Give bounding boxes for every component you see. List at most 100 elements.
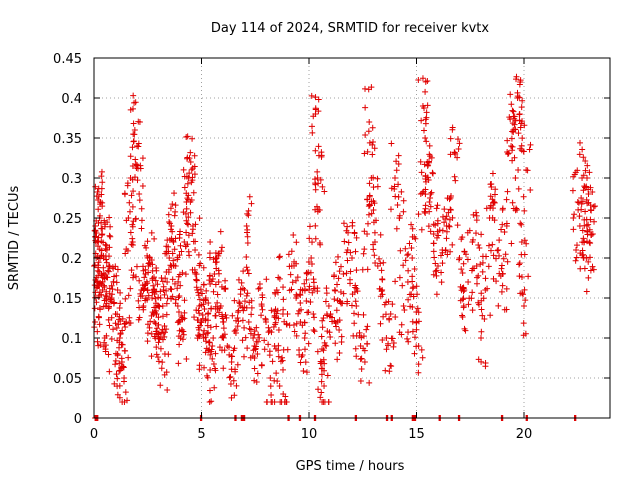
data-point bbox=[119, 315, 126, 322]
data-point bbox=[244, 345, 251, 352]
data-point bbox=[318, 378, 325, 385]
data-point bbox=[518, 147, 525, 154]
data-point bbox=[411, 265, 418, 272]
data-point bbox=[404, 279, 411, 285]
data-point bbox=[153, 344, 160, 351]
data-point bbox=[402, 245, 409, 252]
data-point bbox=[460, 295, 467, 302]
data-point bbox=[334, 253, 341, 260]
data-point bbox=[521, 286, 528, 293]
data-point bbox=[275, 315, 282, 322]
data-point bbox=[519, 118, 526, 125]
data-point bbox=[245, 270, 252, 277]
data-point bbox=[221, 331, 228, 338]
data-point bbox=[396, 274, 403, 281]
data-point bbox=[96, 321, 103, 328]
data-point bbox=[286, 263, 293, 270]
data-point bbox=[95, 196, 102, 203]
data-point bbox=[157, 295, 164, 301]
data-point bbox=[508, 135, 515, 142]
data-point bbox=[281, 318, 288, 325]
data-point bbox=[243, 264, 250, 271]
data-point bbox=[152, 320, 159, 327]
data-point bbox=[105, 303, 112, 310]
data-point bbox=[178, 248, 185, 255]
data-point bbox=[295, 310, 302, 317]
data-point bbox=[449, 241, 456, 248]
data-point bbox=[390, 340, 397, 347]
data-point bbox=[422, 173, 429, 180]
data-point bbox=[333, 323, 340, 330]
data-point bbox=[482, 275, 489, 282]
data-point bbox=[522, 297, 529, 304]
data-point bbox=[153, 311, 160, 318]
data-point bbox=[499, 206, 506, 213]
data-point bbox=[96, 289, 103, 296]
data-point bbox=[439, 213, 446, 220]
data-point bbox=[202, 338, 209, 345]
data-point bbox=[91, 305, 98, 312]
data-point bbox=[269, 358, 276, 365]
data-point bbox=[151, 304, 158, 311]
data-point bbox=[293, 332, 300, 339]
data-point bbox=[333, 307, 340, 314]
data-point bbox=[321, 339, 328, 346]
data-point bbox=[254, 338, 261, 345]
data-point bbox=[405, 251, 412, 258]
data-point bbox=[300, 368, 307, 375]
data-point bbox=[154, 281, 161, 288]
data-point bbox=[377, 260, 384, 267]
data-point bbox=[331, 296, 338, 303]
x-axis-label: GPS time / hours bbox=[296, 459, 405, 474]
data-point bbox=[357, 356, 364, 363]
data-point bbox=[267, 383, 274, 390]
data-point bbox=[314, 208, 321, 215]
data-point bbox=[459, 312, 466, 319]
data-point bbox=[482, 363, 489, 370]
data-point bbox=[409, 225, 416, 232]
data-point bbox=[202, 316, 209, 323]
data-point bbox=[234, 309, 241, 316]
data-point bbox=[272, 345, 279, 352]
data-point bbox=[127, 319, 134, 326]
data-point bbox=[380, 259, 387, 266]
data-point bbox=[509, 157, 516, 164]
data-point bbox=[190, 189, 197, 196]
data-point bbox=[258, 312, 265, 319]
data-point bbox=[435, 263, 441, 269]
data-point bbox=[409, 303, 416, 310]
data-point bbox=[176, 317, 183, 324]
data-point bbox=[430, 231, 437, 237]
data-point bbox=[228, 353, 235, 360]
data-point bbox=[504, 258, 511, 265]
data-point bbox=[340, 220, 347, 227]
data-point bbox=[447, 207, 454, 213]
data-point bbox=[112, 361, 119, 368]
data-point bbox=[144, 338, 151, 345]
data-point bbox=[169, 250, 176, 257]
data-point bbox=[92, 223, 99, 230]
data-point bbox=[394, 202, 401, 209]
data-point bbox=[468, 295, 475, 302]
data-point bbox=[580, 254, 587, 261]
data-point bbox=[255, 331, 262, 338]
data-point bbox=[136, 277, 143, 284]
data-point bbox=[245, 207, 252, 214]
data-point bbox=[121, 191, 128, 198]
data-point bbox=[522, 330, 529, 337]
data-point bbox=[220, 365, 227, 372]
data-point bbox=[239, 317, 246, 324]
data-point bbox=[248, 297, 255, 304]
data-point bbox=[395, 193, 402, 200]
data-point bbox=[515, 166, 522, 173]
data-point bbox=[411, 233, 418, 240]
data-point bbox=[413, 319, 420, 326]
data-point bbox=[196, 362, 203, 369]
data-point bbox=[393, 158, 400, 165]
data-point bbox=[391, 185, 398, 192]
data-point bbox=[102, 348, 109, 355]
data-point bbox=[430, 271, 437, 278]
data-point bbox=[320, 315, 327, 322]
data-point bbox=[168, 223, 175, 229]
data-point bbox=[266, 348, 273, 355]
